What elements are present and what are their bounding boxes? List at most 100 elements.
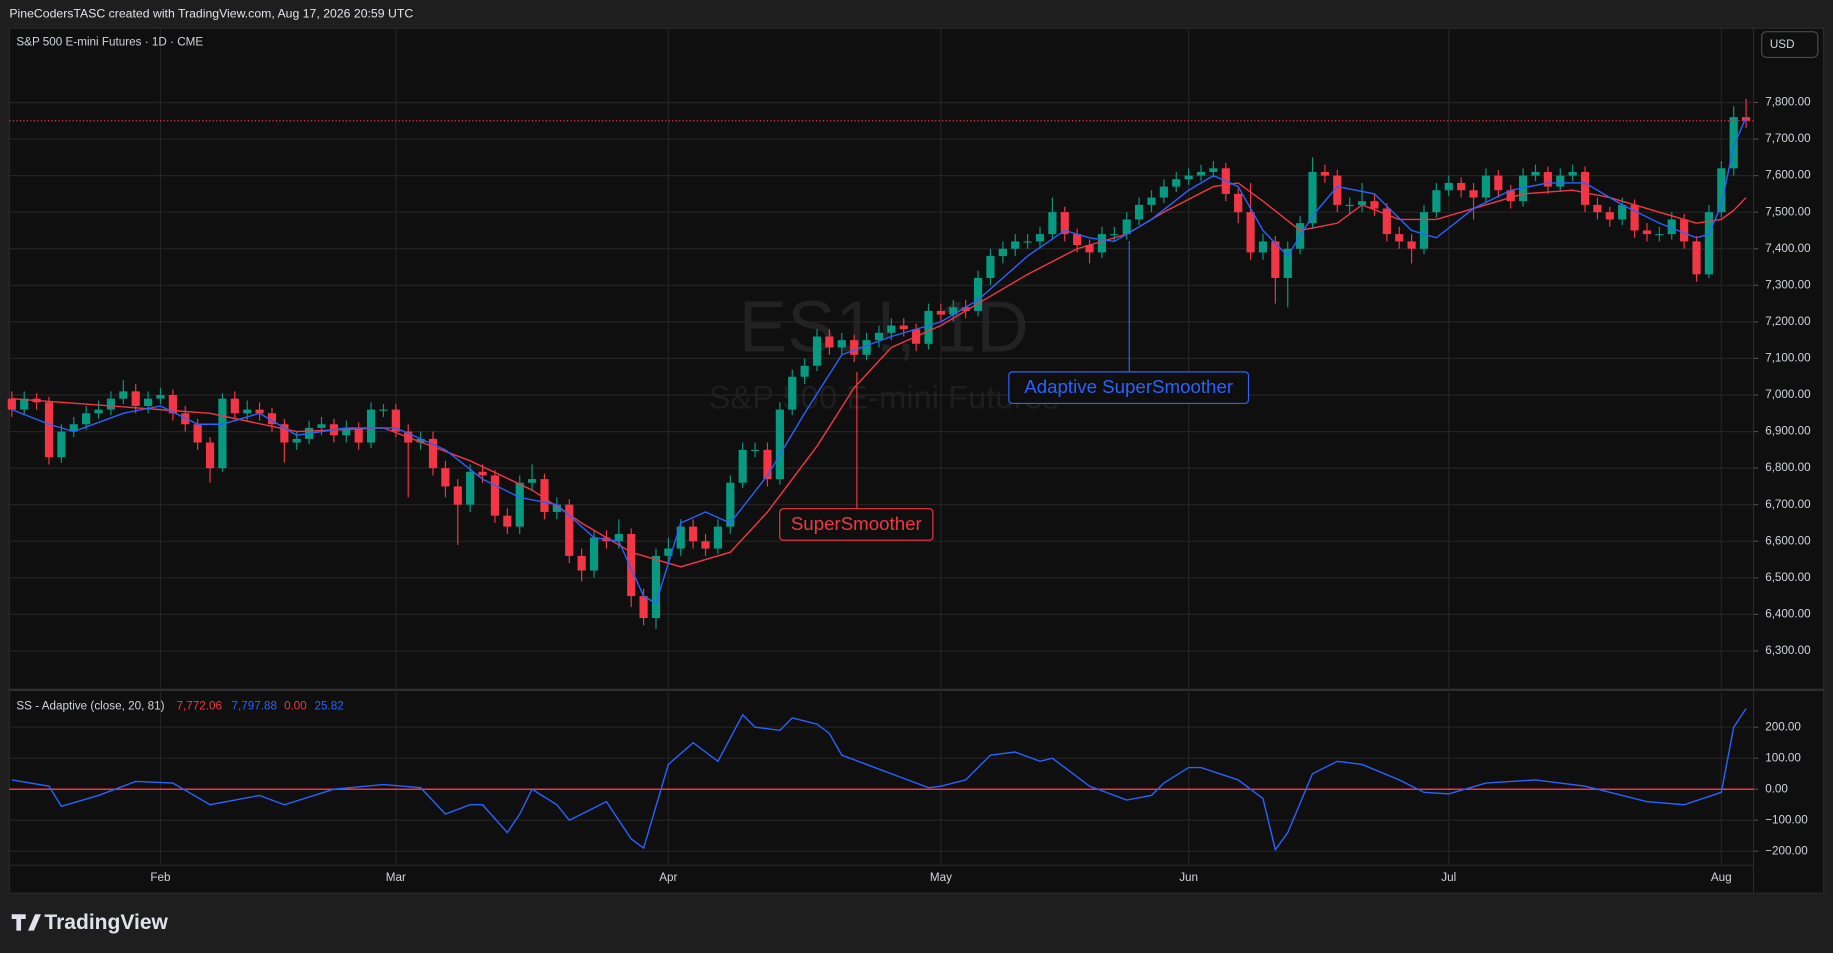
y-tick-label: 7,600.00 (1765, 169, 1811, 182)
candle-body (973, 277, 983, 311)
currency-box[interactable] (1761, 31, 1819, 58)
candle-body (1506, 190, 1515, 202)
y-tick-label: 100.00 (1765, 751, 1801, 764)
candle-body (1357, 201, 1367, 205)
candle-body (689, 526, 698, 542)
candle-body (416, 438, 425, 443)
candle-body (466, 471, 475, 505)
candle-body (342, 427, 351, 436)
candle-body (1333, 175, 1342, 205)
candle-body (1048, 212, 1057, 235)
candle-body (292, 438, 301, 443)
candle-body (850, 340, 859, 355)
x-tick-label: Apr (659, 871, 677, 884)
candle-body (1073, 234, 1082, 246)
y-tick-label: 7,100.00 (1765, 352, 1811, 365)
annotation-label: Adaptive SuperSmoother (1024, 376, 1233, 397)
candle-body (1469, 190, 1478, 198)
candle-body (1704, 212, 1714, 275)
x-tick-label: May (930, 871, 952, 884)
candle-body (119, 391, 128, 399)
y-tick-label: 7,200.00 (1765, 315, 1811, 328)
candle-body (1556, 175, 1565, 187)
candle-body (713, 526, 723, 549)
candle-body (738, 449, 747, 483)
candle-body (379, 409, 388, 411)
candle-body (1531, 171, 1540, 176)
candle-body (1370, 201, 1379, 209)
candle-body (1481, 175, 1491, 198)
legend-value: 7,772.06 (177, 699, 222, 712)
candle-body (428, 438, 438, 469)
candle-body (1085, 245, 1094, 253)
candle-body (94, 409, 103, 414)
candle-body (1382, 208, 1391, 235)
candle-body (949, 307, 958, 315)
candle-body (701, 541, 710, 549)
candle-body (936, 310, 945, 315)
candle-body (763, 449, 772, 480)
candle-body (1258, 241, 1268, 253)
candle-body (577, 555, 586, 571)
candle-body (1308, 171, 1317, 224)
candle-body (540, 479, 549, 512)
y-tick-label: 7,500.00 (1765, 205, 1811, 218)
candle-body (131, 391, 140, 406)
candle-body (825, 336, 834, 348)
candle-body (887, 325, 896, 333)
candle-body (1419, 212, 1429, 249)
candle-body (57, 431, 66, 458)
candle-body (354, 427, 363, 443)
y-tick-label: 7,800.00 (1765, 96, 1811, 109)
candle-body (1060, 212, 1069, 235)
candle-body (664, 548, 673, 556)
candle-body (1395, 234, 1404, 242)
candle-body (800, 365, 809, 377)
symbol-title: S&P 500 E-mini Futures · 1D · CME (16, 35, 203, 48)
candle-body (267, 413, 277, 425)
candle-body (924, 310, 933, 344)
legend-value: 7,797.88 (231, 699, 276, 712)
candle-body (1246, 212, 1255, 253)
candle-body (1642, 230, 1652, 235)
candle-body (1196, 171, 1206, 176)
annotation-box (1008, 371, 1250, 405)
y-tick-label: 6,700.00 (1765, 498, 1811, 511)
y-tick-label: 6,400.00 (1765, 607, 1811, 620)
candle-body (998, 248, 1007, 257)
candle-body (1692, 241, 1701, 275)
candle-body (503, 515, 512, 527)
candle-body (1283, 248, 1292, 278)
candle-body (1345, 204, 1354, 207)
candle-body (1234, 193, 1243, 213)
candle-body (205, 442, 215, 469)
candle-body (453, 486, 462, 505)
candle-body (1655, 234, 1664, 236)
candle-body (565, 504, 574, 556)
candle-body (812, 336, 822, 366)
candle-body (1011, 241, 1020, 249)
candle-body (986, 256, 995, 278)
candle-body (1630, 204, 1639, 231)
candle-body (193, 424, 202, 443)
candle-body (788, 376, 797, 410)
candle-body (651, 555, 661, 619)
candle-body (639, 596, 648, 619)
y-tick-label: 6,600.00 (1765, 534, 1811, 547)
y-tick-label: 0.00 (1765, 782, 1788, 795)
candle-body (156, 394, 165, 399)
candle-body (899, 325, 908, 330)
candle-body (168, 394, 177, 414)
indicator-line (11, 116, 1747, 605)
y-tick-label: −100.00 (1765, 813, 1808, 826)
header-text: PineCodersTASC created with TradingView.… (9, 6, 413, 20)
currency: USD (1770, 38, 1795, 51)
annotation-box (779, 508, 934, 541)
legend-value: 25.82 (314, 699, 343, 712)
brand: TradingView (44, 911, 168, 934)
candle-body (144, 398, 153, 406)
candle-body (614, 533, 623, 542)
candle-body (1209, 168, 1218, 172)
